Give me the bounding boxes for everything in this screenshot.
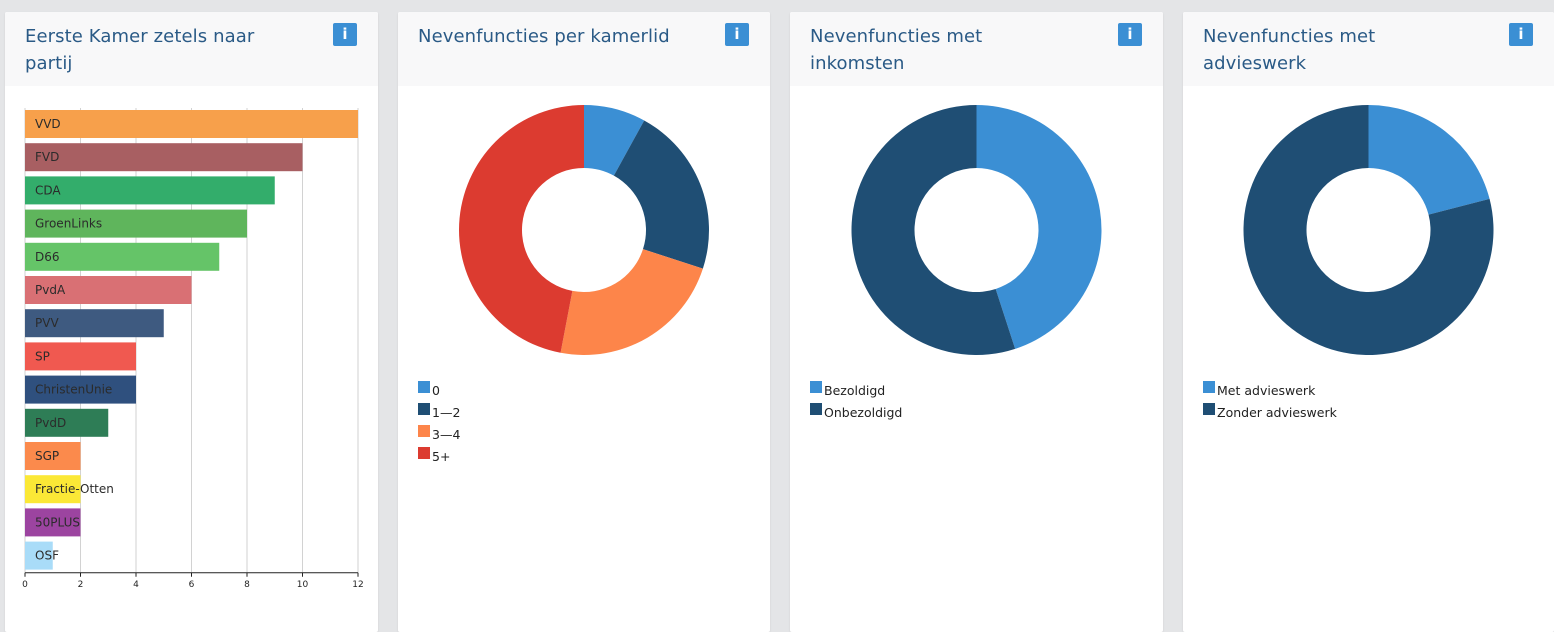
panel-title: Nevenfuncties met inkomsten <box>810 26 983 74</box>
panel-header: Nevenfuncties met inkomsten i <box>790 12 1163 86</box>
bar-label: ChristenUnie <box>35 383 112 397</box>
info-icon[interactable]: i <box>1118 23 1142 46</box>
bar[interactable] <box>25 442 81 470</box>
legend-label: 3—4 <box>432 427 461 442</box>
panel-title: Nevenfuncties met advieswerk <box>1203 26 1376 74</box>
bar-label: CDA <box>35 183 61 197</box>
panel-nevenfuncties-per-kamerlid: Nevenfuncties per kamerlid i 0 1—2 3—4 5+ <box>398 12 770 632</box>
bar[interactable] <box>25 375 136 404</box>
donut-slice[interactable] <box>584 105 645 176</box>
bar-label: Fractie-Otten <box>35 482 114 496</box>
panel-zetels: Eerste Kamer zetels naar partij i VVD FVD… <box>5 12 378 632</box>
legend-swatch <box>418 447 430 459</box>
bar[interactable] <box>25 209 247 238</box>
bar[interactable] <box>25 276 192 304</box>
donut-slice[interactable] <box>1368 105 1490 215</box>
bar[interactable] <box>25 508 81 537</box>
bar-chart: VVD FVD CDA GroenLinks D66 PvdA PVV SP ChristenU… <box>22 108 364 590</box>
legend-label: Zonder advieswerk <box>1217 405 1337 420</box>
bar[interactable] <box>25 110 358 138</box>
x-tick-label: 10 <box>297 580 309 590</box>
bar-label: PvdD <box>35 416 66 430</box>
legend-item[interactable]: Bezoldigd <box>810 380 902 402</box>
legend-swatch <box>810 381 822 393</box>
x-tick-label: 12 <box>352 580 363 590</box>
legend-swatch <box>418 403 430 415</box>
x-tick-label: 2 <box>78 580 84 590</box>
legend-swatch <box>1203 403 1215 415</box>
bar[interactable] <box>25 309 164 338</box>
donut-chart <box>1243 105 1494 355</box>
bar[interactable] <box>25 541 53 570</box>
donut-chart <box>458 105 709 355</box>
legend-label: Bezoldigd <box>824 383 886 398</box>
x-tick-label: 8 <box>244 580 250 590</box>
panel-nevenfuncties-met-advieswerk: Nevenfuncties met advieswerk i Met advie… <box>1183 12 1554 632</box>
donut-slice[interactable] <box>560 249 703 355</box>
bar-label: D66 <box>35 250 60 264</box>
bar[interactable] <box>25 342 136 371</box>
info-icon[interactable]: i <box>725 23 749 46</box>
donut-slice[interactable] <box>851 105 1016 355</box>
legend-item[interactable]: 3—4 <box>418 424 460 446</box>
donut-slice[interactable] <box>458 105 584 353</box>
panel-header: Nevenfuncties met advieswerk i <box>1183 12 1554 86</box>
legend-item[interactable]: Zonder advieswerk <box>1203 402 1337 424</box>
bar[interactable] <box>25 408 109 437</box>
panel-header: Eerste Kamer zetels naar partij i <box>5 12 378 86</box>
legend-label: 5+ <box>432 449 451 464</box>
bar[interactable] <box>25 242 220 271</box>
bar-label: VVD <box>35 117 61 131</box>
panel-nevenfuncties-met-inkomsten: Nevenfuncties met inkomsten i Bezoldigd O… <box>790 12 1163 632</box>
x-tick-label: 0 <box>22 580 28 590</box>
legend-item[interactable]: 5+ <box>418 446 460 468</box>
bar-label: FVD <box>35 150 59 164</box>
panel-header: Nevenfuncties per kamerlid i <box>398 12 770 86</box>
x-tick-label: 4 <box>133 580 139 590</box>
chart-legend: Bezoldigd Onbezoldigd <box>810 380 902 424</box>
donut-chart <box>851 105 1102 355</box>
chart-legend: 0 1—2 3—4 5+ <box>418 380 460 468</box>
x-tick-label: 6 <box>189 580 195 590</box>
bar-label: 50PLUS <box>35 515 80 529</box>
donut-slice[interactable] <box>1243 105 1494 355</box>
legend-item[interactable]: 0 <box>418 380 460 402</box>
panel-title: Eerste Kamer zetels naar partij <box>25 26 255 74</box>
legend-label: 1—2 <box>432 405 461 420</box>
legend-swatch <box>810 403 822 415</box>
bar-label: OSF <box>35 549 59 563</box>
donut-slice[interactable] <box>976 105 1102 349</box>
legend-item[interactable]: 1—2 <box>418 402 460 424</box>
bar-label: PvdA <box>35 283 66 297</box>
info-icon[interactable]: i <box>1509 23 1533 46</box>
donut-slice[interactable] <box>613 120 709 269</box>
legend-label: 0 <box>432 383 440 398</box>
bar-label: PVV <box>35 316 59 330</box>
legend-item[interactable]: Onbezoldigd <box>810 402 902 424</box>
panel-title: Nevenfuncties per kamerlid <box>418 26 670 47</box>
chart-legend: Met advieswerk Zonder advieswerk <box>1203 380 1337 424</box>
legend-swatch <box>1203 381 1215 393</box>
legend-swatch <box>418 425 430 437</box>
bar-label: SGP <box>35 449 59 463</box>
bar[interactable] <box>25 176 275 205</box>
bar-label: GroenLinks <box>35 217 102 231</box>
legend-label: Met advieswerk <box>1217 383 1316 398</box>
bar-label: SP <box>35 349 50 363</box>
legend-swatch <box>418 381 430 393</box>
info-icon[interactable]: i <box>333 23 357 46</box>
legend-label: Onbezoldigd <box>824 405 903 420</box>
legend-item[interactable]: Met advieswerk <box>1203 380 1337 402</box>
bar[interactable] <box>25 475 81 504</box>
bar[interactable] <box>25 143 303 172</box>
